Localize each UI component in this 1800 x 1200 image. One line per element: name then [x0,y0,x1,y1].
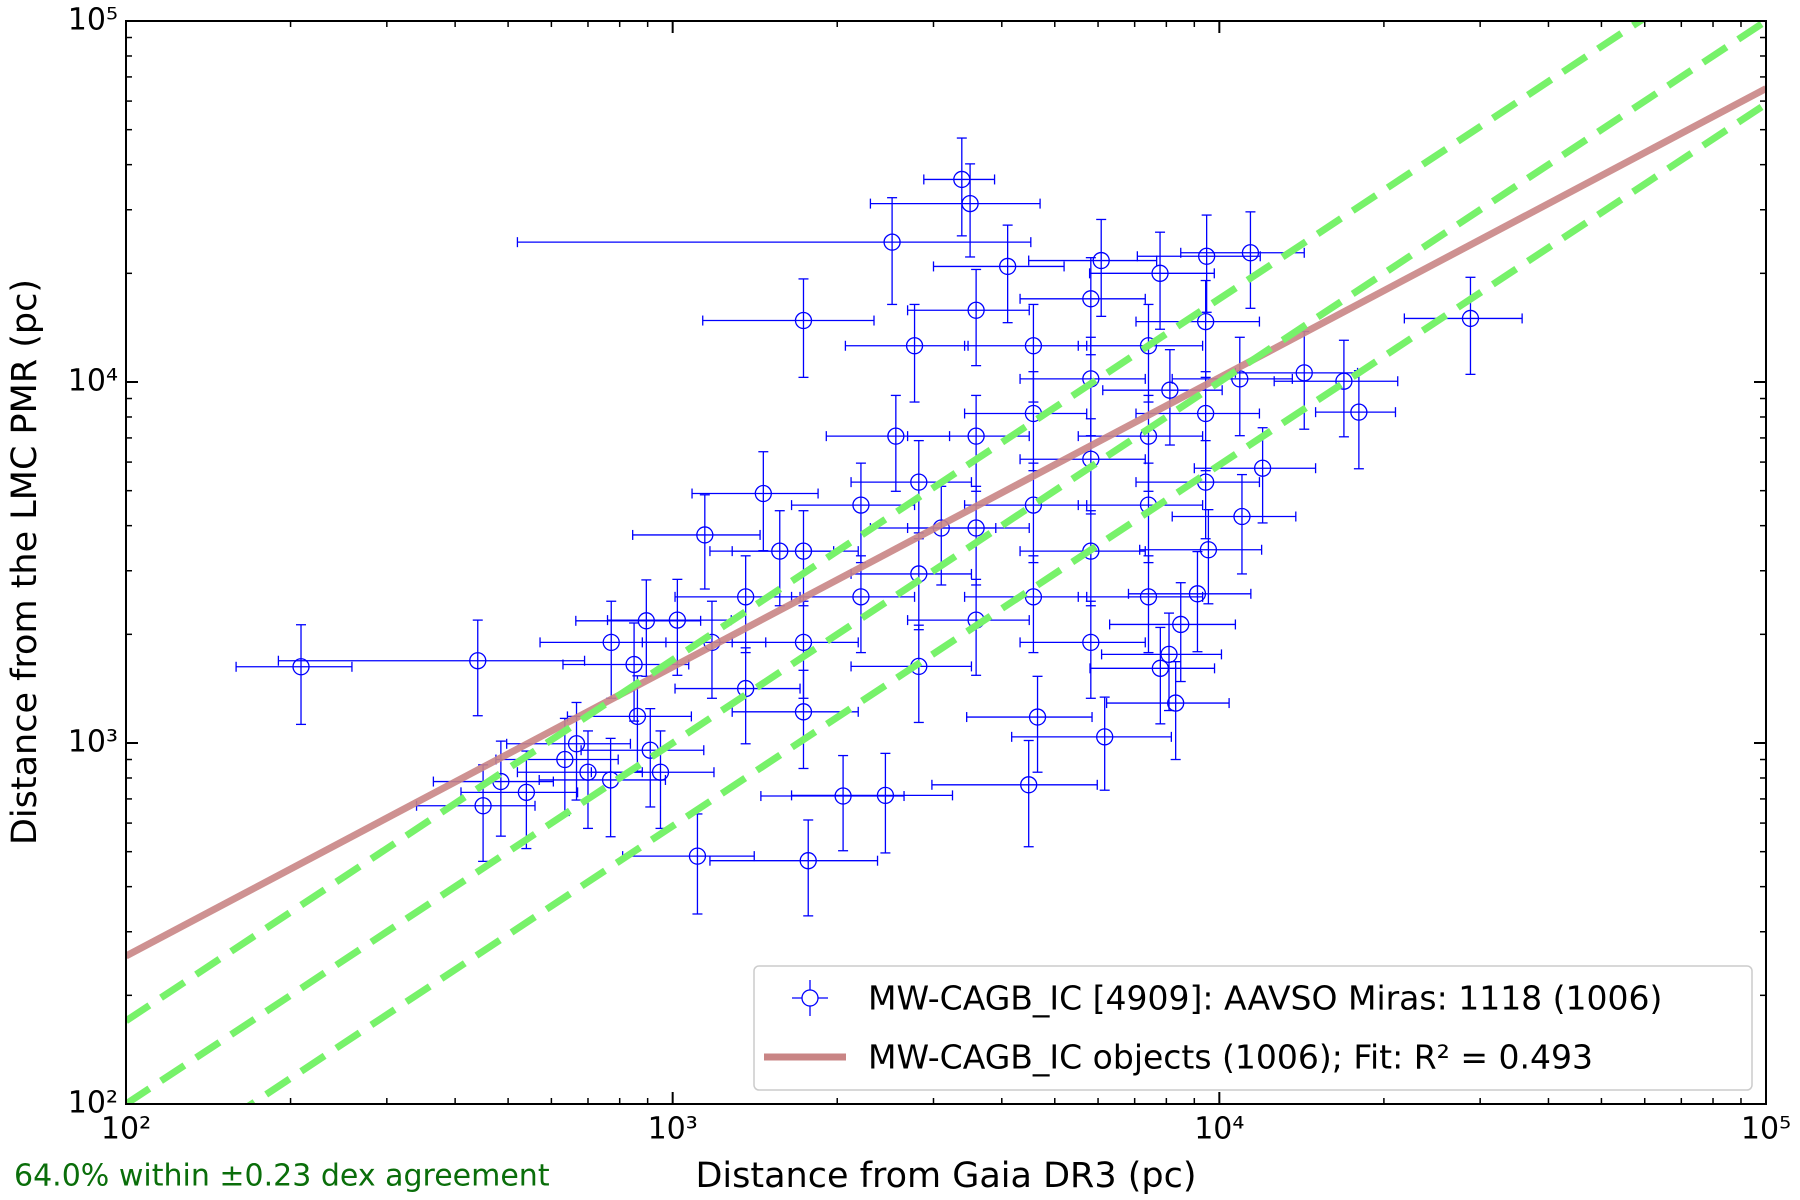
data-point [556,750,574,769]
data-point [602,633,620,652]
data-point [961,194,979,213]
data-point [887,427,905,445]
data-point [696,526,714,544]
y-axis-label: Distance from the LMC PMR (pc) [5,279,45,845]
legend-label: MW-CAGB_IC [4909]: AAVSO Miras: 1118 (10… [868,979,1662,1018]
data-point [1082,633,1100,652]
data-point [1461,309,1480,328]
legend-icon [801,989,819,1007]
data-point [474,797,492,815]
data-point [1253,459,1272,477]
data-point [1024,337,1043,355]
data-point [1335,372,1353,390]
data-point [1233,507,1251,526]
data-point [1161,381,1179,399]
data-point [1197,404,1215,423]
data-point [637,612,655,630]
data-point [567,735,586,753]
data-point [1241,244,1260,262]
data-point [905,337,924,355]
data-point [1096,728,1114,746]
data-point [876,786,895,805]
y-tick-label: 10⁴ [68,364,118,399]
data-point [852,496,870,514]
y-tick-label: 10⁵ [68,3,118,38]
data-point [1198,247,1216,265]
data-point [1024,496,1043,514]
data-point [910,473,928,491]
data-point [625,655,643,674]
plot-frame [125,20,1767,1105]
data-point [1167,694,1185,712]
data-point [651,763,670,781]
data-point [1231,370,1249,388]
data-point [628,707,647,726]
x-tick-label: 10³ [648,1112,698,1147]
agreement-line [126,21,1766,1104]
data-point [799,852,817,870]
data-point [1160,645,1178,664]
data-point [517,783,536,801]
data-point [771,542,789,560]
data-point [999,257,1017,276]
data-point [1028,708,1047,726]
data-point [1092,251,1110,270]
fit-line [126,85,1766,960]
data-point [1199,541,1218,559]
y-tick-label: 10³ [68,725,118,760]
annotation: 64.0% within ±0.23 dex agreement [14,1159,550,1194]
data-point [668,611,687,629]
data-point [1151,659,1169,677]
data-point [1172,615,1190,634]
x-tick-label: 10² [101,1112,151,1147]
x-axis-label: Distance from Gaia DR3 (pc) [695,1156,1196,1196]
legend-box [753,965,1753,1091]
agreement-line [245,101,1766,1104]
data-point [1082,290,1100,308]
data-point [754,484,772,503]
data-point [794,311,813,330]
data-point [794,633,813,652]
data-point [1151,264,1169,282]
data-point [1139,588,1158,606]
data-point [1139,337,1158,355]
agreement-line [126,21,1647,1024]
x-tick-label: 10⁵ [1741,1112,1791,1147]
data-point [737,588,755,606]
legend-label: MW-CAGB_IC objects (1006); Fit: R² = 0.4… [868,1038,1593,1077]
plot-area [126,21,1766,1104]
x-tick-label: 10⁴ [1194,1112,1244,1147]
data-point [883,233,901,251]
data-point [469,652,487,670]
data-point [1188,585,1207,603]
data-point [292,658,310,676]
data-point [1020,776,1038,794]
data-point [967,301,985,319]
data-point [967,427,985,445]
data-point [794,703,813,721]
data-point [834,787,852,805]
data-point [688,847,707,865]
data-point [852,588,870,606]
data-point [1350,403,1368,421]
y-tick-label: 10² [68,1086,118,1121]
data-point [1197,312,1215,331]
